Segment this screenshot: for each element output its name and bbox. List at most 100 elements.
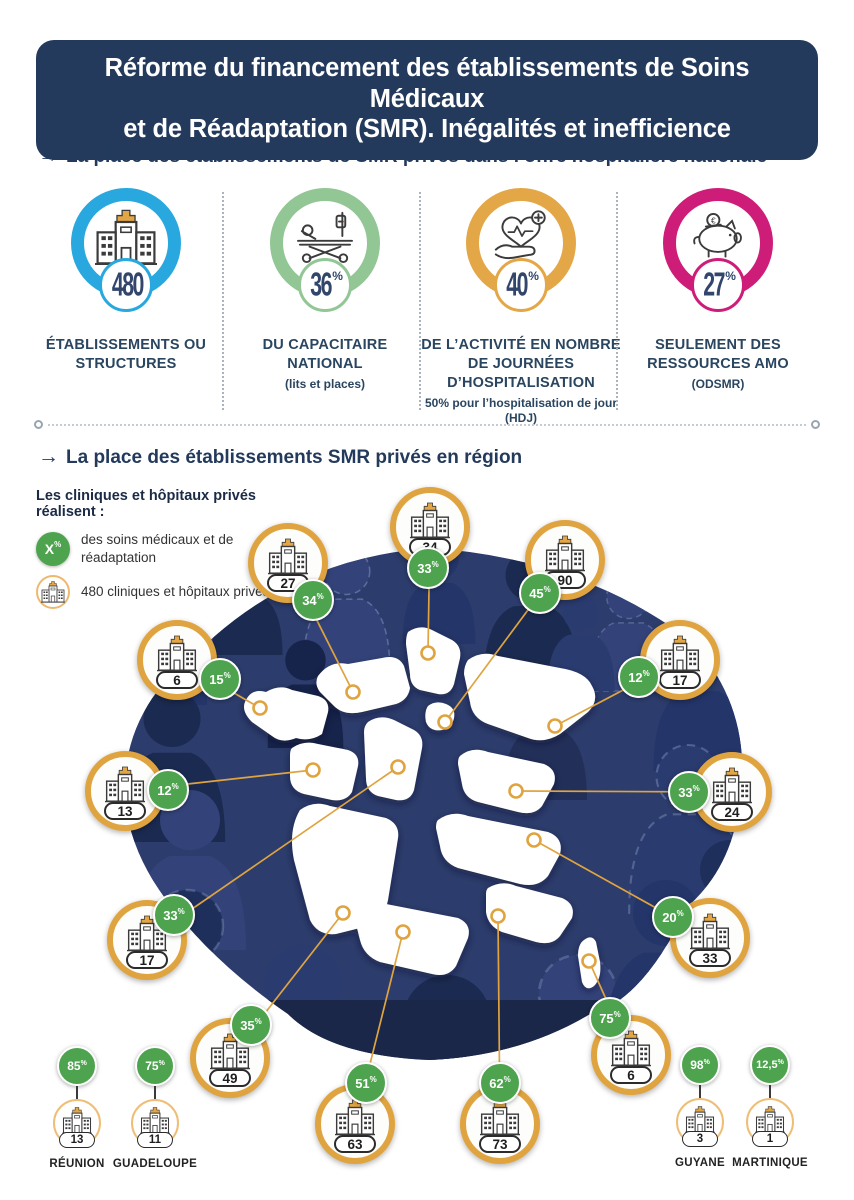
divider-dot bbox=[34, 420, 43, 429]
region-pct-badge: 15% bbox=[199, 658, 241, 700]
hospital-icon bbox=[36, 575, 70, 610]
hospital-icon bbox=[140, 1107, 170, 1134]
stat-label: DE L’ACTIVITÉ EN NOMBRE DE JOURNÉES D’HO… bbox=[421, 337, 621, 391]
stat-label: DU CAPACITAIRE NATIONAL bbox=[262, 337, 388, 372]
stat-value-bubble: 480 bbox=[99, 258, 153, 312]
stat-label: ÉTABLISSEMENTS OU STRUCTURES bbox=[45, 337, 207, 372]
hospital-icon bbox=[660, 635, 700, 672]
stat-card-etablissements: 480 ÉTABLISSEMENTS OU STRUCTURES bbox=[26, 188, 226, 377]
region-count: 6 bbox=[156, 671, 198, 689]
region-count: 33 bbox=[689, 949, 731, 967]
region-pct-badge: 12% bbox=[618, 656, 660, 698]
header-banner: Réforme du financement des établissement… bbox=[36, 40, 818, 160]
region-count: 13 bbox=[59, 1132, 95, 1148]
overseas-label: GUADELOUPE bbox=[112, 1158, 198, 1170]
divider bbox=[48, 424, 806, 426]
connector bbox=[154, 1086, 156, 1099]
region-badge: 17 33% bbox=[107, 894, 195, 980]
stat-label: SEULEMENT DES RESSOURCES AMO bbox=[647, 337, 789, 372]
stat-value-bubble: 27% bbox=[691, 258, 745, 312]
region-badge: 17 12% bbox=[618, 620, 720, 700]
region-badge: 27 34% bbox=[248, 523, 334, 621]
stat-card-ressources: € 27% SEULEMENT DES RESSOURCES AMO (ODSM… bbox=[618, 188, 818, 392]
divider bbox=[616, 192, 618, 410]
section1-heading: → La place des établissements de SMR priv… bbox=[38, 144, 768, 167]
map-legend: Les cliniques et hôpitaux privés réalise… bbox=[36, 488, 271, 618]
overseas-label: GUYANE bbox=[675, 1157, 725, 1169]
region-badge: 34 33% bbox=[390, 487, 470, 589]
overseas-badge-guyane: 98% 3 GUYANE bbox=[655, 1045, 745, 1169]
legend-item-text: 480 cliniques et hôpitaux privés bbox=[81, 584, 270, 600]
stat-value-bubble: 36% bbox=[298, 258, 352, 312]
percentage-badge-icon: X% bbox=[36, 531, 70, 566]
hospital-icon bbox=[268, 538, 308, 575]
bed-icon bbox=[297, 211, 353, 263]
region-badge: 90 45% bbox=[519, 520, 605, 614]
region-badge: 6 75% bbox=[589, 997, 671, 1095]
region-count: 24 bbox=[711, 803, 753, 821]
hospital-icon bbox=[335, 1099, 375, 1136]
connector bbox=[699, 1085, 701, 1098]
stat-value: 40 bbox=[506, 266, 528, 303]
overseas-label: RÉUNION bbox=[49, 1158, 105, 1170]
legend-title: Les cliniques et hôpitaux privés réalise… bbox=[36, 488, 256, 520]
page-title-line1: Réforme du financement des établissement… bbox=[104, 54, 750, 113]
region-pct-badge: 20% bbox=[652, 896, 694, 938]
overseas-badge-martinique: 12,5% 1 MARTINIQUE bbox=[725, 1045, 815, 1169]
region-badge: 63 51% bbox=[315, 1062, 395, 1164]
hospital-icon bbox=[685, 1106, 715, 1133]
region-pct-badge: 34% bbox=[292, 579, 334, 621]
hospital-icon bbox=[62, 1107, 92, 1134]
page-title-line2: et de Réadaptation (SMR). Inégalités et … bbox=[123, 115, 731, 144]
hospital-icon bbox=[157, 635, 197, 672]
region-pct-badge: 85% bbox=[57, 1046, 97, 1086]
hospital-icon bbox=[755, 1106, 785, 1133]
stat-sublabel: (ODSMR) bbox=[691, 376, 745, 391]
region-pct-badge: 12,5% bbox=[750, 1045, 790, 1085]
section2-heading: → La place des établissements SMR privés … bbox=[38, 445, 523, 468]
divider bbox=[419, 192, 421, 410]
region-badge: 49 35% bbox=[190, 1004, 272, 1098]
arrow-icon: → bbox=[38, 144, 59, 167]
care-hand-icon bbox=[494, 210, 546, 260]
hospital-icon bbox=[105, 766, 145, 803]
region-count: 6 bbox=[610, 1066, 652, 1084]
hospital-icon bbox=[480, 1099, 520, 1136]
region-pct-badge: 62% bbox=[479, 1062, 521, 1104]
region-pct-badge: 33% bbox=[668, 771, 710, 813]
region-badge: 13 12% bbox=[85, 751, 189, 831]
arrow-icon: → bbox=[38, 445, 59, 468]
stat-value: 480 bbox=[111, 266, 144, 303]
overseas-badge-reunion: 85% 13 RÉUNION bbox=[32, 1046, 122, 1170]
map-anchor-dots bbox=[252, 645, 597, 969]
region-pct-badge: 35% bbox=[230, 1004, 272, 1046]
piggy-bank-icon: € bbox=[693, 212, 742, 258]
region-count: 3 bbox=[682, 1131, 718, 1147]
region-count: 17 bbox=[659, 671, 701, 689]
stat-sublabel: 50% pour l’hospitalisation de jour (HDJ) bbox=[424, 395, 618, 425]
region-count: 11 bbox=[137, 1132, 173, 1148]
connector bbox=[76, 1086, 78, 1099]
svg-text:€: € bbox=[711, 215, 716, 225]
region-pct-badge: 12% bbox=[147, 769, 189, 811]
stat-ring: € 27% bbox=[663, 188, 773, 312]
region-badge: 33 20% bbox=[652, 896, 750, 978]
region-count: 73 bbox=[479, 1135, 521, 1153]
stat-sublabel: (lits et places) bbox=[284, 376, 366, 391]
region-badge: 6 15% bbox=[137, 620, 241, 700]
divider bbox=[222, 192, 224, 410]
overseas-badge-guadeloupe: 75% 11 GUADELOUPE bbox=[110, 1046, 200, 1170]
region-badge: 73 62% bbox=[460, 1062, 540, 1164]
region-count: 49 bbox=[209, 1069, 251, 1087]
region-pct-badge: 98% bbox=[680, 1045, 720, 1085]
region-pct-badge: 33% bbox=[153, 894, 195, 936]
legend-item-percentage: X% des soins médicaux et de réadaptation bbox=[36, 531, 271, 566]
hospital-icon bbox=[690, 913, 730, 950]
region-count: 63 bbox=[334, 1135, 376, 1153]
region-count: 17 bbox=[126, 951, 168, 969]
hospital-icon bbox=[410, 502, 450, 539]
france-regions bbox=[244, 627, 601, 989]
legend-item-clinics: 480 cliniques et hôpitaux privés bbox=[36, 575, 271, 610]
region-pct-badge: 45% bbox=[519, 572, 561, 614]
